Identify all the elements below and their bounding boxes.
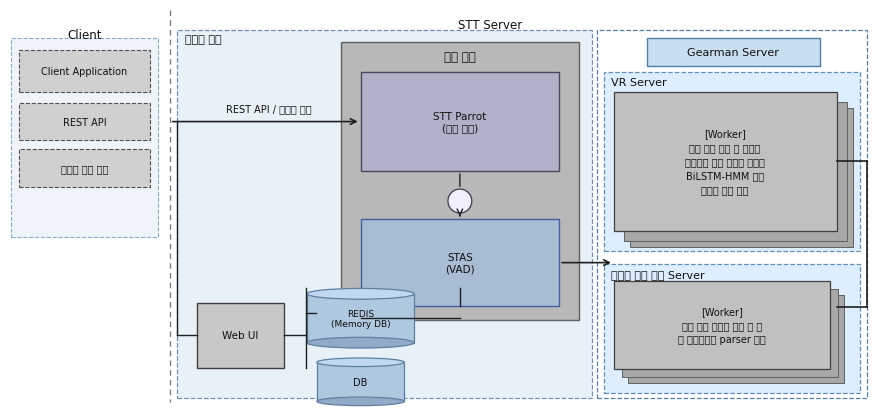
Bar	[317, 362, 403, 401]
Bar	[340, 43, 579, 320]
Text: Client: Client	[67, 29, 102, 42]
Text: 마스터 서버: 마스터 서버	[184, 35, 221, 45]
Bar	[18, 103, 150, 141]
Ellipse shape	[447, 190, 471, 214]
Text: DB: DB	[353, 377, 367, 387]
Bar	[596, 31, 866, 398]
Bar	[307, 294, 414, 343]
Ellipse shape	[317, 358, 403, 367]
Bar	[613, 282, 830, 369]
Bar	[360, 73, 559, 172]
Ellipse shape	[317, 397, 403, 406]
Text: REST API / 실시간 패킷: REST API / 실시간 패킷	[226, 104, 311, 114]
Bar	[360, 219, 559, 306]
Text: 대화형 언어 인지 Server: 대화형 언어 인지 Server	[610, 269, 703, 279]
Bar	[18, 150, 150, 188]
Text: 실시간 패킷 전송: 실시간 패킷 전송	[61, 164, 108, 174]
Bar	[603, 73, 859, 251]
Text: VR Server: VR Server	[610, 78, 666, 88]
Bar	[176, 31, 591, 398]
Text: [Worker]
인지 기능 장애자 훈련 및 평
가 프로그램용 parser 엔진: [Worker] 인지 기능 장애자 훈련 및 평 가 프로그램용 parser…	[677, 306, 765, 344]
Text: STT Parrot
(패킷 필터): STT Parrot (패킷 필터)	[432, 112, 486, 133]
Text: Gearman Server: Gearman Server	[687, 48, 778, 58]
Bar	[627, 296, 844, 383]
Text: [Worker]
인지 기능 훈련 및 평가에
최적화된 인식 모델로 구성된
BiLSTM-HMM 기반
연속어 인식 엔진: [Worker] 인지 기능 훈련 및 평가에 최적화된 인식 모델로 구성된 …	[684, 129, 764, 195]
Bar	[11, 39, 158, 237]
Text: Web UI: Web UI	[222, 330, 258, 340]
Ellipse shape	[307, 337, 414, 348]
Bar	[18, 51, 150, 93]
Bar	[629, 108, 852, 247]
Bar	[645, 39, 819, 67]
Ellipse shape	[307, 289, 414, 299]
Text: REST API: REST API	[62, 117, 106, 127]
Text: REDIS
(Memory DB): REDIS (Memory DB)	[331, 309, 390, 328]
Text: STT Server: STT Server	[457, 19, 521, 32]
Text: STAS
(VAD): STAS (VAD)	[445, 252, 474, 274]
Text: Client Application: Client Application	[41, 67, 127, 77]
Bar	[603, 264, 859, 393]
Bar	[196, 304, 284, 368]
Text: 중계 서버: 중계 서버	[444, 51, 475, 64]
Bar	[623, 102, 846, 241]
Bar	[621, 290, 838, 377]
Bar	[613, 93, 837, 231]
